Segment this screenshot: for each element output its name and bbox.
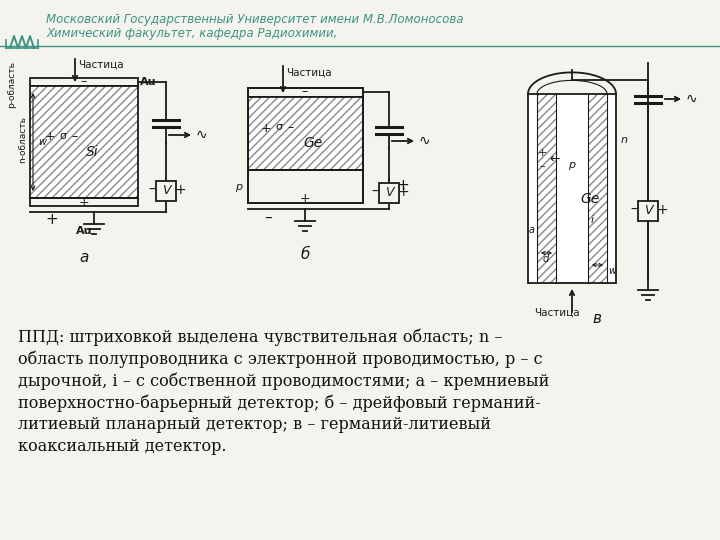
Text: Частица: Частица [286, 68, 332, 78]
Text: –: – [288, 122, 294, 134]
Text: –: – [631, 203, 637, 217]
Text: p: p [235, 182, 242, 192]
Text: –: – [72, 131, 78, 144]
Text: поверхностно-барьерный детектор; б – дрейфовый германий-: поверхностно-барьерный детектор; б – дре… [18, 394, 541, 411]
Bar [528, 94, 537, 283]
Text: +: + [397, 178, 410, 192]
Text: ППД: штриховкой выделена чувствительная область; n –: ППД: штриховкой выделена чувствительная … [18, 328, 503, 346]
Bar [528, 94, 616, 283]
Text: +: + [78, 195, 89, 208]
Text: p-область: p-область [7, 61, 17, 108]
Bar [248, 97, 363, 170]
Bar [248, 88, 363, 97]
Bar [528, 94, 616, 283]
Text: коаксиальный детектор.: коаксиальный детектор. [18, 438, 227, 455]
Text: Au: Au [140, 77, 156, 87]
Text: i: i [590, 215, 593, 225]
Text: в: в [592, 311, 601, 326]
Text: V: V [384, 186, 393, 199]
Text: а: а [79, 250, 89, 265]
Bar [638, 201, 658, 221]
Text: –: – [372, 185, 379, 199]
Text: ∿: ∿ [419, 134, 431, 148]
Text: +: + [45, 131, 55, 144]
Text: +: + [656, 203, 668, 217]
Text: –: – [302, 85, 308, 98]
Text: +: + [174, 183, 186, 197]
Text: p: p [568, 160, 575, 170]
Text: –: – [264, 210, 272, 225]
Text: –: – [148, 183, 156, 197]
Text: Московский Государственный Университет имени М.В.Ломоносова: Московский Государственный Университет и… [46, 14, 464, 26]
Text: n-область: n-область [19, 116, 27, 163]
Text: Частица: Частица [534, 308, 580, 318]
Text: Ge: Ge [580, 192, 600, 206]
Text: Au: Au [76, 226, 92, 236]
Text: σ: σ [276, 122, 282, 132]
Text: w: w [38, 137, 46, 147]
Text: w: w [608, 266, 616, 276]
Bar [248, 88, 363, 203]
Bar [379, 183, 399, 203]
Text: –: – [81, 76, 87, 89]
Text: –: – [539, 161, 545, 171]
Text: a: a [529, 225, 535, 235]
Bar [30, 198, 138, 206]
Text: область полупроводника с электронной проводимостью, p – с: область полупроводника с электронной про… [18, 350, 543, 368]
Bar [607, 94, 616, 283]
Bar [556, 94, 588, 283]
Text: +: + [537, 148, 546, 158]
Text: ←: ← [550, 152, 560, 165]
Text: б: б [300, 247, 310, 262]
Bar [248, 170, 363, 203]
Text: +: + [397, 185, 409, 199]
Text: ∿: ∿ [686, 92, 698, 106]
Text: Ge: Ge [303, 136, 323, 150]
Text: Химический факультет, кафедра Радиохимии,: Химический факультет, кафедра Радиохимии… [46, 26, 338, 39]
Text: Si: Si [86, 145, 99, 159]
Text: V: V [162, 184, 170, 197]
Text: дырочной, i – с собственной проводимостями; а – кремниевый: дырочной, i – с собственной проводимостя… [18, 372, 549, 389]
Text: d: d [543, 254, 549, 264]
Bar [30, 78, 138, 86]
Bar [30, 86, 138, 198]
Bar [588, 94, 607, 283]
Text: +: + [261, 122, 271, 134]
Bar [537, 94, 556, 283]
Text: ∿: ∿ [196, 128, 207, 142]
Text: +: + [300, 192, 310, 206]
Text: +: + [45, 213, 58, 227]
Bar [248, 97, 363, 170]
Bar [156, 181, 176, 201]
Text: V: V [644, 204, 652, 217]
Text: σ: σ [60, 131, 66, 141]
Bar [30, 86, 138, 198]
Text: Частица: Частица [78, 60, 124, 70]
Text: n: n [621, 135, 628, 145]
Text: литиевый планарный детектор; в – германий-литиевый: литиевый планарный детектор; в – германи… [18, 416, 491, 433]
